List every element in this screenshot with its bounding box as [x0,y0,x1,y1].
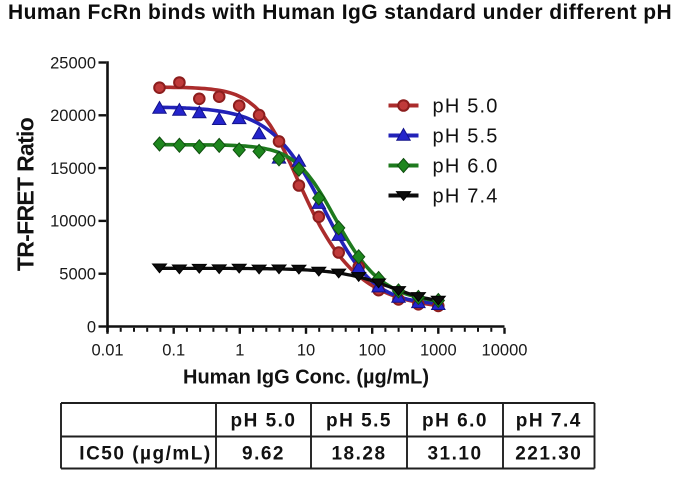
svg-text:1: 1 [235,342,244,360]
svg-text:pH 5.5: pH 5.5 [326,411,392,432]
svg-text:pH 7.4: pH 7.4 [516,411,582,432]
svg-text:TR-FRET Ratio: TR-FRET Ratio [13,117,39,271]
svg-text:1000: 1000 [420,342,457,360]
svg-text:5000: 5000 [59,266,96,284]
svg-text:pH 6.0: pH 6.0 [433,155,499,177]
svg-text:15000: 15000 [50,160,96,178]
svg-text:IC50 (µg/mL): IC50 (µg/mL) [79,444,211,465]
svg-text:0.01: 0.01 [91,342,123,360]
svg-text:20000: 20000 [50,107,96,125]
svg-text:100: 100 [358,342,386,360]
svg-text:Human IgG Conc. (µg/mL): Human IgG Conc. (µg/mL) [183,367,429,389]
svg-text:pH 5.0: pH 5.0 [230,411,296,432]
svg-text:0: 0 [87,318,96,336]
svg-text:10: 10 [297,342,315,360]
svg-text:pH 5.5: pH 5.5 [433,125,499,147]
svg-text:18.28: 18.28 [331,444,386,465]
svg-text:0.1: 0.1 [162,342,185,360]
svg-text:25000: 25000 [50,54,96,72]
svg-text:221.30: 221.30 [515,444,582,465]
svg-text:pH 5.0: pH 5.0 [433,95,499,117]
svg-text:31.10: 31.10 [427,444,482,465]
svg-text:pH 7.4: pH 7.4 [433,185,499,207]
svg-text:pH 6.0: pH 6.0 [422,411,488,432]
svg-text:9.62: 9.62 [242,444,285,465]
svg-text:10000: 10000 [482,342,528,360]
svg-text:10000: 10000 [50,213,96,231]
